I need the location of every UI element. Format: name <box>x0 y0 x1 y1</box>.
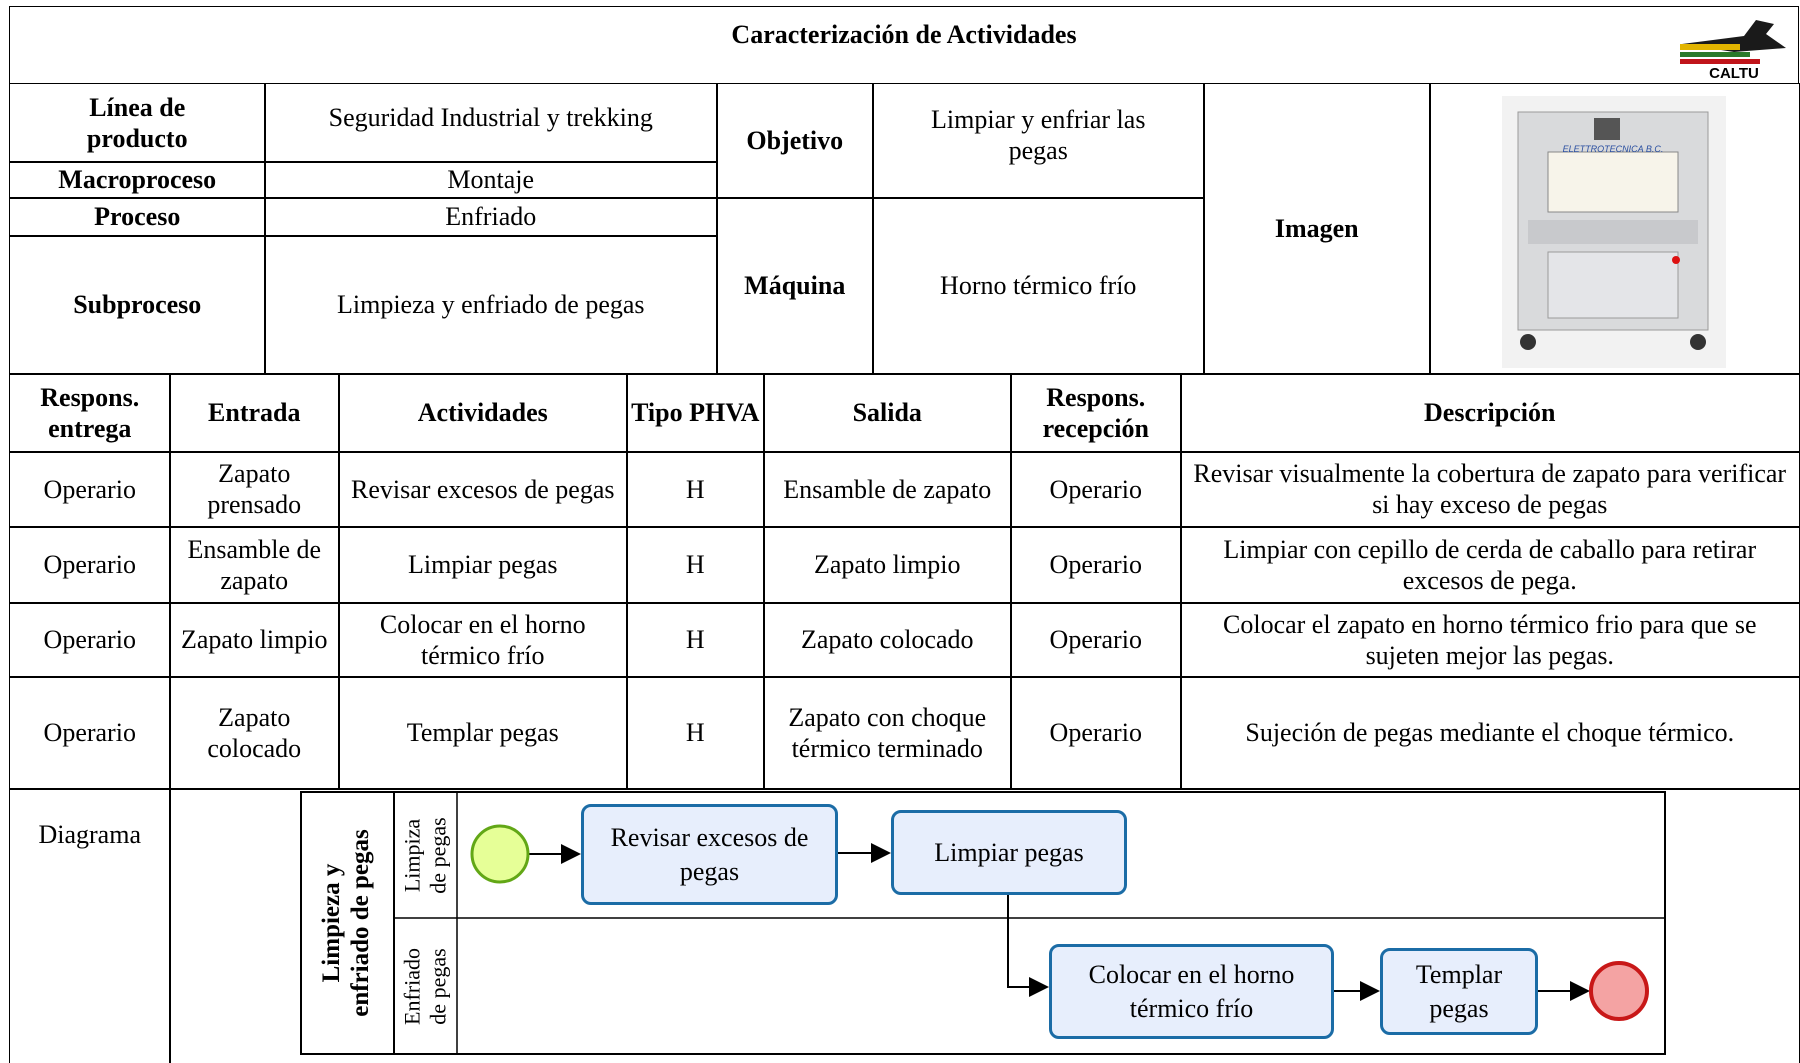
label-cell: Objetivo <box>716 83 874 199</box>
machine-brand: ELETTROTECNICA B.C. <box>1563 144 1664 154</box>
task: Colocar en el horno térmico frío <box>1049 944 1334 1039</box>
table-cell: Zapato limpio <box>169 602 340 678</box>
table-cell: Zapato con choque térmico terminado <box>763 676 1012 790</box>
table-cell: Operario <box>1010 526 1182 604</box>
value-cell: Seguridad Industrial y trekking <box>264 83 718 163</box>
table-cell: Colocar en el horno térmico frío <box>338 602 628 678</box>
table-cell: Limpiar con cepillo de cerda de caballo … <box>1180 526 1800 604</box>
value-cell: Limpieza y enfriado de pegas <box>264 235 718 375</box>
logo-text: CALTU <box>1709 65 1759 82</box>
table-cell: Zapato colocado <box>169 676 340 790</box>
table-header: Respons. entrega <box>9 373 171 453</box>
label-cell: Subproceso <box>9 235 266 375</box>
machine-image: ELETTROTECNICA B.C. <box>1502 96 1726 368</box>
task: Revisar excesos de pegas <box>581 804 838 905</box>
table-cell: Zapato limpio <box>763 526 1012 604</box>
table-cell: Zapato prensado <box>169 451 340 528</box>
pool-label: Limpieza y enfriado de pegas <box>318 829 374 1017</box>
label-cell: Proceso <box>9 197 266 237</box>
table-cell: Revisar excesos de pegas <box>338 451 628 528</box>
value-cell: Montaje <box>264 161 718 199</box>
table-cell: Operario <box>1010 602 1182 678</box>
value-cell: Limpiar y enfriar las pegas <box>872 83 1205 199</box>
table-cell: Operario <box>9 451 171 528</box>
table-cell: H <box>626 602 765 678</box>
table-header: Descripción <box>1180 373 1800 453</box>
label-cell: Máquina <box>716 197 874 375</box>
table-cell: Colocar el zapato en horno térmico frio … <box>1180 602 1800 678</box>
table-header: Salida <box>763 373 1012 453</box>
logo: CALTU <box>1680 20 1786 82</box>
table-header: Tipo PHVA <box>626 373 765 453</box>
title: Caracterización de Actividades <box>731 20 1077 49</box>
table-cell: Operario <box>9 602 171 678</box>
table-cell: H <box>626 451 765 528</box>
diagram-label-cell: Diagrama <box>9 788 171 1063</box>
diagram-cell <box>169 788 1800 1063</box>
table-cell: Limpiar pegas <box>338 526 628 604</box>
value-cell: Enfriado <box>264 197 718 237</box>
table-cell: Zapato colocado <box>763 602 1012 678</box>
task: Templar pegas <box>1380 948 1538 1035</box>
label-cell: Imagen <box>1203 83 1431 375</box>
table-cell: Sujeción de pegas mediante el choque tér… <box>1180 676 1800 790</box>
table-cell: Templar pegas <box>338 676 628 790</box>
table-cell: Ensamble de zapato <box>763 451 1012 528</box>
table-cell: Operario <box>1010 451 1182 528</box>
table-cell: Revisar visualmente la cobertura de zapa… <box>1180 451 1800 528</box>
table-cell: Operario <box>1010 676 1182 790</box>
task: Limpiar pegas <box>891 810 1127 895</box>
table-cell: H <box>626 676 765 790</box>
label-cell: Línea de producto <box>9 83 266 163</box>
lane-label: Enfriado de pegas <box>399 947 450 1025</box>
label-cell: Macroproceso <box>9 161 266 199</box>
value-cell: Horno térmico frío <box>872 197 1205 375</box>
table-cell: H <box>626 526 765 604</box>
table-header: Respons. recepción <box>1010 373 1182 453</box>
table-cell: Operario <box>9 526 171 604</box>
table-header: Entrada <box>169 373 340 453</box>
image-cell <box>1429 83 1800 375</box>
table-cell: Ensamble de zapato <box>169 526 340 604</box>
lane-label: Limpiza de pegas <box>399 816 450 894</box>
table-cell: Operario <box>9 676 171 790</box>
table-header: Actividades <box>338 373 628 453</box>
